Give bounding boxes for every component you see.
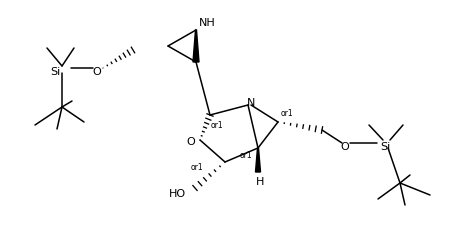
Text: O: O [93, 67, 101, 77]
Text: or1: or1 [281, 109, 294, 119]
Text: N: N [247, 98, 255, 108]
Polygon shape [193, 30, 199, 62]
Text: or1: or1 [240, 152, 252, 160]
Text: H: H [256, 177, 264, 187]
Text: NH: NH [199, 18, 216, 28]
Text: O: O [340, 142, 350, 152]
Text: O: O [187, 137, 195, 147]
Text: Si: Si [50, 67, 60, 77]
Text: HO: HO [168, 189, 186, 199]
Text: Si: Si [380, 142, 390, 152]
Text: or1: or1 [190, 163, 203, 172]
Polygon shape [256, 148, 261, 172]
Text: or1: or1 [211, 120, 224, 129]
